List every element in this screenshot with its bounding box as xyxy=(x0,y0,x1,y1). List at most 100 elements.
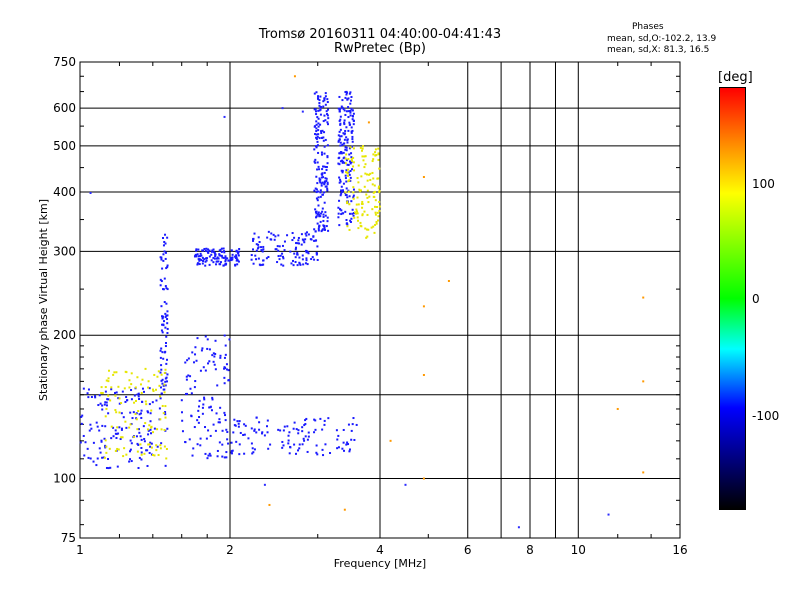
echo-point-o-mode-low-layer xyxy=(104,444,107,447)
echo-point-o-mode-f-cusp xyxy=(341,161,344,164)
echo-point-o-mode-low-layer xyxy=(202,403,205,406)
echo-point-o-mode-f-cusp xyxy=(202,260,205,263)
echo-point-o-mode-f-cusp xyxy=(254,254,257,257)
echo-point-x-mode-traces xyxy=(348,203,351,206)
echo-point-o-mode-low-layer xyxy=(103,403,106,406)
echo-point-o-mode-f-cusp xyxy=(316,182,319,185)
echo-point-o-mode-lower-e-trace xyxy=(337,446,340,449)
echo-point-x-mode-traces xyxy=(147,386,150,389)
echo-point-o-mode-f-cusp xyxy=(260,246,263,249)
echo-point-o-mode-f-cusp xyxy=(218,253,221,256)
echo-point-o-mode-f-cusp xyxy=(325,225,328,228)
echo-point-o-mode-f-cusp xyxy=(343,121,346,124)
echo-point-o-mode-lower-e-trace xyxy=(343,449,346,452)
echo-point-o-mode-low-layer xyxy=(117,432,120,435)
echo-point-o-mode-lower-e-trace xyxy=(244,424,247,427)
echo-point-o-mode-f-cusp xyxy=(338,95,341,98)
echo-point-o-mode-f-cusp xyxy=(319,113,322,116)
echo-point-o-mode-f-cusp xyxy=(348,212,351,215)
echo-point-o-mode-f-cusp xyxy=(317,151,320,154)
echo-point-o-mode-f-cusp xyxy=(234,264,237,267)
echo-point-o-mode-f-cusp xyxy=(318,104,321,107)
echo-point-o-mode-low-layer xyxy=(224,344,227,347)
echo-point-o-mode-lower-e-trace xyxy=(258,421,261,424)
echo-point-o-mode-f-cusp xyxy=(337,139,340,142)
echo-point-o-mode-low-layer xyxy=(163,301,166,304)
echo-point-o-mode-lower-e-trace xyxy=(289,446,292,449)
echo-point-o-mode-f-cusp xyxy=(325,177,328,180)
echo-point-o-mode-f-cusp xyxy=(281,244,284,247)
echo-point-o-mode-lower-e-trace xyxy=(297,429,300,432)
echo-point-o-mode-f-cusp xyxy=(319,195,322,198)
echo-point-x-mode-traces xyxy=(370,226,373,229)
echo-point-o-mode-f-cusp xyxy=(349,219,352,222)
echo-point-o-mode-f-cusp xyxy=(214,255,217,258)
echo-point-x-mode-traces xyxy=(355,212,358,215)
echo-point-x-mode-traces xyxy=(372,158,375,161)
echo-point-o-mode-f-cusp xyxy=(338,109,341,112)
echo-point-o-mode-f-cusp xyxy=(213,257,216,260)
echo-point-o-mode-lower-e-trace xyxy=(350,429,353,432)
echo-point-o-mode-f-cusp xyxy=(255,249,258,252)
echo-point-o-mode-lower-e-trace xyxy=(297,449,300,452)
echo-point-o-mode-low-layer xyxy=(115,391,118,394)
echo-point-o-mode-f-cusp xyxy=(339,107,342,110)
echo-point-o-mode-low-layer xyxy=(164,251,167,254)
echo-point-o-mode-f-cusp xyxy=(237,260,240,263)
echo-point-o-mode-f-cusp xyxy=(260,249,263,252)
echo-point-o-mode-f-cusp xyxy=(323,145,326,148)
echo-point-o-mode-f-cusp xyxy=(230,259,233,262)
echo-point-o-mode-f-cusp xyxy=(351,118,354,121)
echo-point-o-mode-f-cusp xyxy=(257,243,260,246)
echo-point-o-mode-f-cusp xyxy=(319,212,322,215)
echo-point-o-mode-f-cusp xyxy=(258,263,261,266)
echo-point-o-mode-f-cusp xyxy=(220,247,223,250)
echo-point-x-mode-traces xyxy=(364,227,367,230)
echo-point-o-mode-f-cusp xyxy=(338,156,341,159)
echo-point-x-mode-traces xyxy=(364,155,367,158)
echo-point-scattered-echoes xyxy=(422,477,425,480)
echo-point-o-mode-f-cusp xyxy=(217,257,220,260)
echo-point-o-mode-low-layer xyxy=(228,338,231,341)
echo-point-o-mode-low-layer xyxy=(81,414,84,417)
echo-point-o-mode-f-cusp xyxy=(267,255,270,258)
echo-point-o-mode-low-layer xyxy=(225,451,228,454)
echo-point-o-mode-lower-e-trace xyxy=(232,431,235,434)
echo-point-o-mode-f-cusp xyxy=(212,256,215,259)
echo-point-o-mode-f-cusp xyxy=(352,214,355,217)
echo-point-o-mode-low-layer xyxy=(165,302,168,305)
echo-point-o-mode-f-cusp xyxy=(276,245,279,248)
echo-point-o-mode-f-cusp xyxy=(337,212,340,215)
echo-point-o-mode-f-cusp xyxy=(296,251,299,254)
echo-point-o-mode-f-cusp xyxy=(313,239,316,242)
echo-point-x-mode-traces xyxy=(371,208,374,211)
echo-point-x-mode-traces xyxy=(155,388,158,391)
echo-point-o-mode-low-layer xyxy=(95,464,98,467)
echo-point-o-mode-f-cusp xyxy=(304,262,307,265)
echo-point-o-mode-f-cusp xyxy=(223,250,226,253)
echo-point-o-mode-f-cusp xyxy=(314,161,317,164)
echo-point-o-mode-low-layer xyxy=(204,369,207,372)
echo-point-o-mode-low-layer xyxy=(193,361,196,364)
y-axis-label: Stationary phase Virtual Height [km] xyxy=(37,199,50,401)
echo-point-o-mode-f-cusp xyxy=(207,248,210,251)
echo-point-x-mode-traces xyxy=(123,387,126,390)
echo-point-o-mode-f-cusp xyxy=(324,103,327,106)
echo-point-o-mode-f-cusp xyxy=(322,215,325,218)
echo-point-o-mode-low-layer xyxy=(200,349,203,352)
echo-point-o-mode-f-cusp xyxy=(342,151,345,154)
echo-point-o-mode-f-cusp xyxy=(320,132,323,135)
echo-point-x-mode-traces xyxy=(372,225,375,228)
echo-point-o-mode-low-layer xyxy=(187,374,190,377)
echo-point-o-mode-f-cusp xyxy=(226,257,229,260)
echo-point-o-mode-f-cusp xyxy=(296,253,299,256)
echo-point-o-mode-f-cusp xyxy=(346,98,349,101)
echo-point-o-mode-f-cusp xyxy=(340,189,343,192)
echo-point-o-mode-f-cusp xyxy=(348,173,351,176)
echo-point-x-mode-traces xyxy=(117,448,120,451)
echo-point-o-mode-f-cusp xyxy=(351,129,354,132)
echo-point-o-mode-low-layer xyxy=(161,351,164,354)
echo-point-o-mode-low-layer xyxy=(159,349,162,352)
echo-point-o-mode-f-cusp xyxy=(225,262,228,265)
echo-point-scattered-echoes xyxy=(268,503,271,506)
